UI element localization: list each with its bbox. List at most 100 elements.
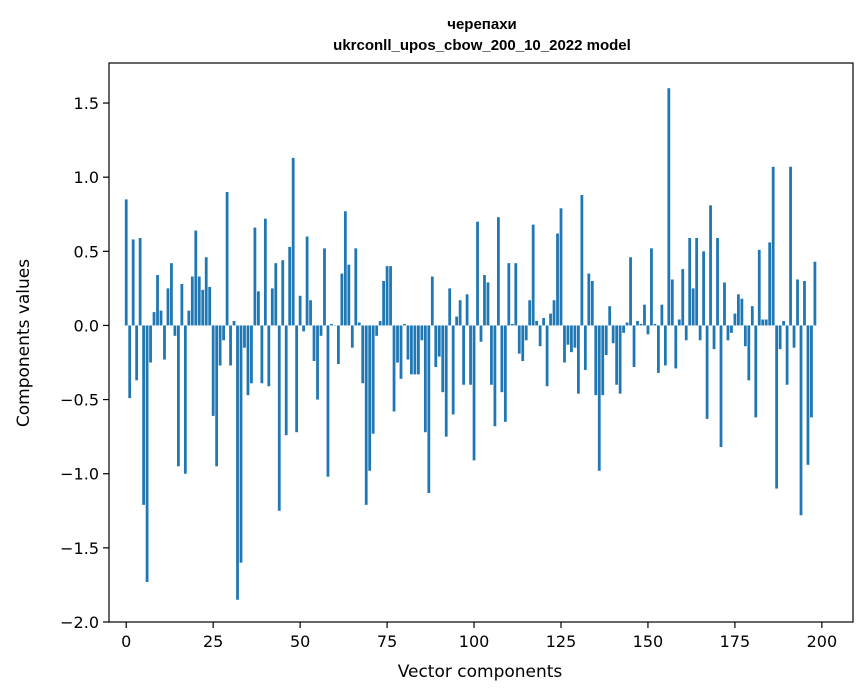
bar [580, 194, 584, 326]
bar [486, 282, 490, 326]
bar [500, 325, 504, 393]
bar [229, 325, 232, 366]
bar [691, 288, 695, 326]
bar [444, 325, 448, 437]
bar [559, 208, 563, 326]
y-tick-label: −2.0 [60, 613, 99, 632]
bar [521, 325, 525, 362]
bar [552, 300, 556, 326]
bar [810, 325, 813, 418]
bar [448, 288, 452, 326]
bar [740, 298, 744, 326]
x-tick-label: 175 [720, 632, 751, 651]
bar [364, 325, 368, 505]
bar [587, 273, 591, 326]
bar [573, 325, 577, 348]
bar [382, 280, 385, 326]
bar [430, 276, 434, 326]
bar [754, 325, 758, 418]
bar [768, 242, 772, 326]
bar [608, 306, 612, 326]
bar [281, 260, 285, 326]
bar [455, 316, 459, 326]
bar [813, 261, 817, 326]
bar [493, 325, 497, 427]
bar [469, 325, 472, 385]
bar [681, 269, 685, 326]
bar [239, 325, 243, 563]
bar [737, 294, 740, 326]
bar [274, 263, 278, 326]
bar [316, 325, 319, 400]
bar [705, 325, 709, 419]
bar [639, 323, 643, 326]
bar [187, 310, 191, 326]
bar [124, 199, 128, 326]
bar [145, 325, 149, 582]
bar [288, 246, 292, 326]
bar [298, 295, 302, 326]
bar [337, 325, 340, 364]
bar [260, 325, 264, 384]
bar [785, 325, 789, 385]
bar [277, 325, 281, 511]
bar [688, 237, 692, 326]
bar [257, 291, 260, 326]
bar [417, 325, 420, 375]
bar [663, 325, 667, 366]
x-tick-label: 200 [807, 632, 838, 651]
bar [149, 325, 152, 363]
bar [410, 325, 413, 375]
y-axis-label: Components values [14, 259, 34, 427]
bar [792, 325, 796, 348]
bar [218, 325, 222, 366]
bar [789, 166, 792, 326]
bar [177, 325, 180, 467]
bar [305, 236, 309, 326]
bar [152, 312, 156, 326]
bar [594, 325, 598, 396]
x-tick-label: 125 [546, 632, 577, 651]
bar [465, 294, 469, 326]
bar [497, 217, 500, 326]
bar [190, 276, 194, 326]
bar [556, 233, 559, 326]
bar [667, 88, 671, 326]
bar [503, 325, 507, 422]
bar [535, 321, 539, 326]
bar [413, 325, 417, 375]
bar [479, 325, 483, 342]
bar [653, 323, 657, 326]
bar [462, 325, 465, 385]
y-tick-label: −1.0 [60, 465, 99, 484]
bar [601, 325, 605, 396]
bar [604, 325, 608, 356]
bar [243, 325, 246, 348]
bar [159, 310, 163, 326]
chart-subtitle: ukrconll_upos_cbow_200_10_2022 model [333, 37, 631, 54]
bar [246, 325, 250, 396]
bar [396, 325, 399, 363]
bar [354, 248, 358, 326]
bar [590, 280, 594, 326]
bar [420, 325, 424, 341]
y-tick-label: −0.5 [60, 391, 99, 410]
bar [131, 239, 135, 326]
bar [597, 325, 601, 471]
y-tick-label: 0.0 [74, 316, 99, 335]
bar [643, 304, 646, 326]
bar [778, 325, 782, 350]
bar [650, 248, 653, 326]
bar [517, 325, 521, 354]
bar [166, 288, 170, 326]
bar [361, 325, 365, 384]
bar [173, 325, 177, 336]
bar [524, 325, 528, 341]
bar [566, 325, 570, 345]
bar [507, 263, 511, 326]
bar [253, 227, 257, 326]
bar [490, 325, 493, 385]
bar [636, 321, 639, 326]
bar [531, 224, 535, 326]
bar [389, 266, 392, 326]
